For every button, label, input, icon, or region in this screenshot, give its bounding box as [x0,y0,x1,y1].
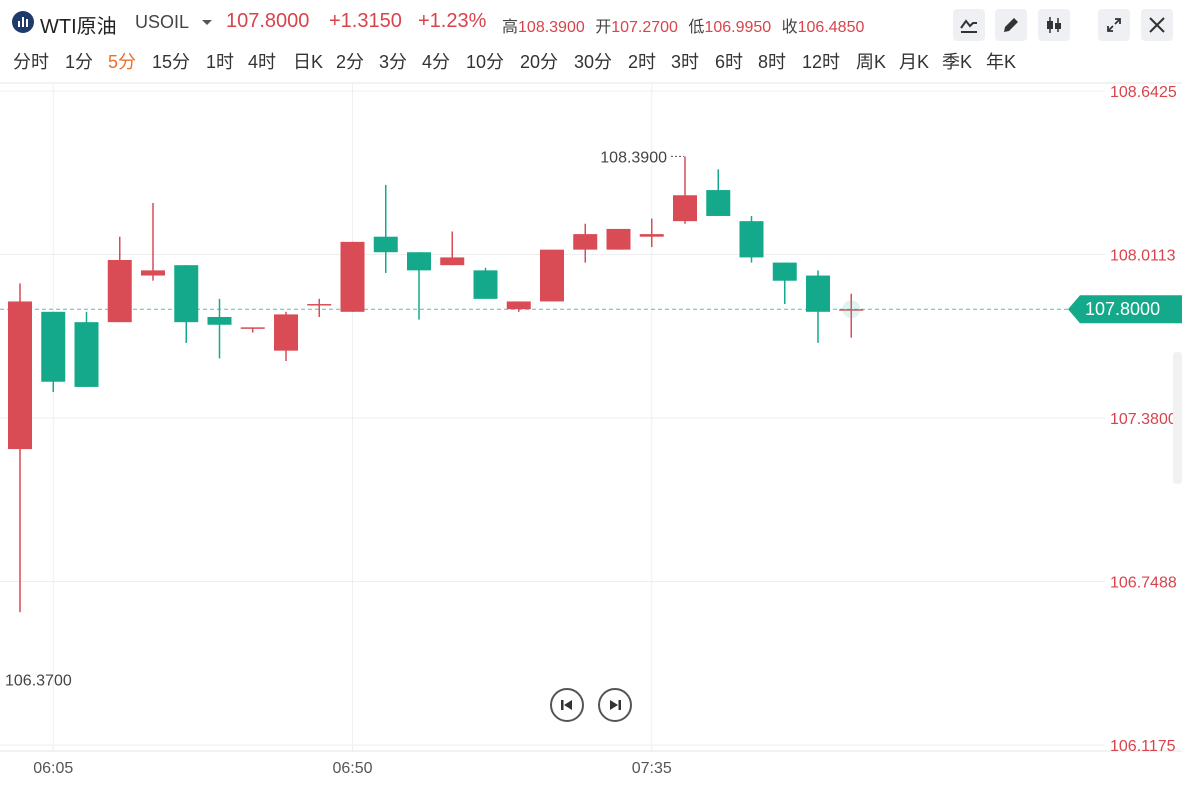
candle-body [540,249,564,302]
chart-type-button[interactable] [1038,9,1070,41]
stat-low-label: 低 [688,19,705,36]
x-tick-label: 06:50 [332,760,372,777]
period-tab[interactable]: 日K [293,52,324,72]
period-tab[interactable]: 1分 [65,52,94,72]
stat-close-label: 收 [781,19,798,36]
candle-body [473,270,498,299]
last-price-tag [1068,295,1182,324]
min-price-label: 106.3700 [5,673,72,690]
period-tab[interactable]: 6时 [715,52,744,72]
close-button[interactable] [1141,9,1173,41]
period-tab[interactable]: 12时 [802,52,841,72]
candle-body [41,311,66,382]
candle-body [340,241,365,312]
candle-body [8,301,32,450]
candle-body [506,301,531,310]
candle-body [407,252,431,271]
period-tab[interactable]: 年K [986,52,1017,72]
candle-body [739,221,764,258]
price-change-percent: +1.23% [418,10,487,32]
period-tab[interactable]: 20分 [520,52,559,72]
stat-open-value: 107.2700 [611,19,678,36]
period-tab[interactable]: 15分 [152,52,191,72]
ohlc-stats: 高108.3900 开107.2700 低106.9950 收106.4850 [502,13,870,37]
candle-body [207,316,232,325]
candle-body [673,195,697,222]
symbol-code[interactable]: USOIL [135,12,190,32]
candle-body [706,190,731,216]
candle-body [107,260,132,323]
chart-header: WTI原油 USOIL 107.8000 +1.3150 +1.23% 高108… [0,0,1182,46]
period-tab[interactable]: 4时 [248,52,277,72]
period-tab[interactable]: 季K [942,52,973,72]
candle-body [772,262,797,281]
candle-body [240,327,265,329]
last-price-tag-label: 107.8000 [1085,299,1160,319]
candle-body [573,234,598,250]
period-tab[interactable]: 3分 [379,52,408,72]
y-tick-label: 107.3800 [1110,411,1177,428]
candle-body [606,228,631,250]
indicator-icon [960,19,977,33]
period-tab[interactable]: 4分 [422,52,451,72]
pencil-icon [1004,18,1018,32]
symbol-name[interactable]: WTI原油 [40,16,117,38]
scroll-to-end-button[interactable] [598,688,632,722]
candle-body [806,275,830,312]
stat-high-value: 108.3900 [518,19,585,36]
expand-icon [1107,18,1121,32]
stat-close-value: 106.4850 [797,19,865,36]
period-tab[interactable]: 2时 [628,52,657,72]
y-tick-label: 108.6425 [1110,84,1177,101]
symbol-dropdown-icon[interactable] [202,20,212,25]
stat-high-label: 高 [502,19,519,36]
period-tab[interactable]: 30分 [574,52,613,72]
x-tick-label: 06:05 [33,760,73,777]
wti-logo-icon [12,11,34,33]
max-price-label: 108.3900 [600,149,667,166]
period-tab[interactable]: 5分 [108,52,137,72]
y-tick-label: 106.7488 [1110,574,1177,591]
period-tab[interactable]: 3时 [671,52,700,72]
period-tab[interactable]: 10分 [466,52,505,72]
last-price: 107.8000 [226,10,310,32]
period-tab[interactable]: 分时 [13,52,49,72]
skip-back-icon [561,700,572,710]
candle-body [307,304,332,306]
x-tick-label: 07:35 [632,760,672,777]
candle-body [639,234,664,237]
period-tab[interactable]: 8时 [758,52,787,72]
candle-body [141,270,165,276]
y-tick-label: 106.1175 [1110,738,1176,755]
close-icon [1149,17,1165,33]
candle-body [74,322,99,387]
indicator-button[interactable] [953,9,985,41]
candle-body [839,309,864,311]
period-tab[interactable]: 月K [899,52,930,72]
stat-open-label: 开 [595,19,612,36]
price-change: +1.3150 [329,10,402,32]
candlestick-type-icon [1047,17,1061,33]
side-panel-handle[interactable] [1173,352,1182,484]
y-tick-label: 108.0113 [1110,247,1176,264]
period-tab[interactable]: 周K [856,52,887,72]
draw-button[interactable] [995,9,1027,41]
scroll-to-start-button[interactable] [550,688,584,722]
stat-low-value: 106.9950 [704,19,772,36]
candle-body [274,314,298,351]
candle-body [174,265,199,323]
live-price-glow [842,300,861,319]
candle-body [373,236,398,253]
period-tab[interactable]: 1时 [206,52,235,72]
expand-button[interactable] [1098,9,1130,41]
period-tab[interactable]: 2分 [336,52,365,72]
skip-forward-icon [610,700,621,710]
candle-body [440,257,465,266]
